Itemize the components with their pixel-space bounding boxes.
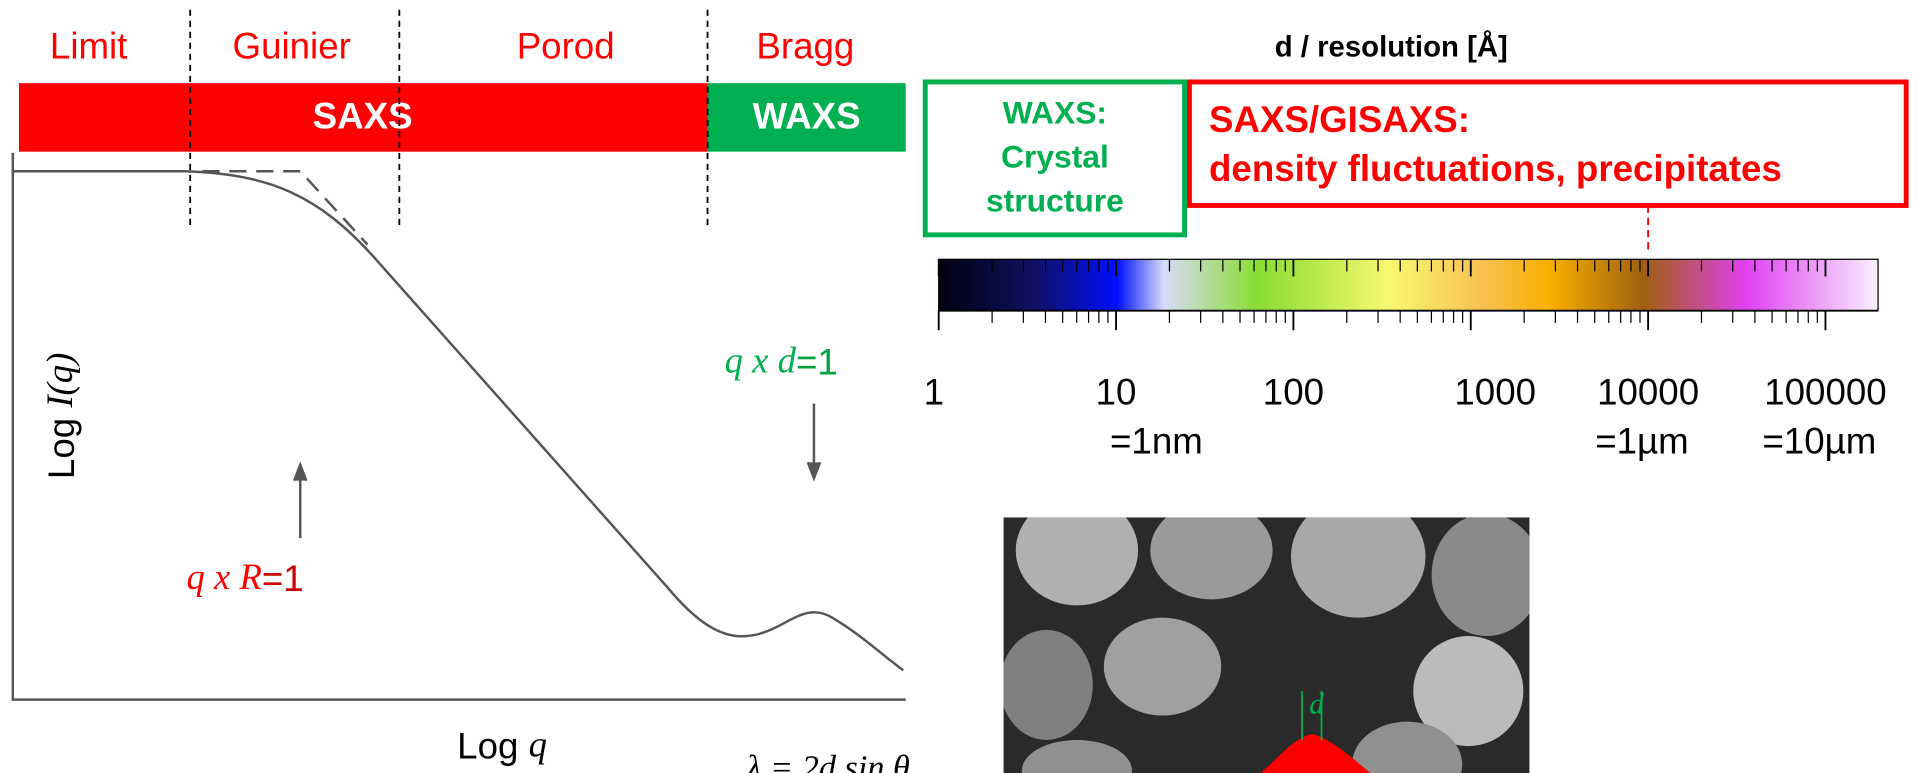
scale-label: 100 (1263, 372, 1324, 413)
scale-title: d / resolution [Å] (1275, 31, 1508, 64)
y-axis-label: Log I(q) (40, 353, 82, 479)
scale-label: 1000 (1454, 372, 1536, 413)
annotation: q x R=1 (187, 556, 304, 598)
page: {"regions": ["Limit", "Guinier", "Porod"… (0, 0, 1919, 773)
scale-label: 10000 (1597, 372, 1699, 413)
region-label: Limit (50, 26, 127, 67)
region-label: Guinier (233, 26, 351, 67)
scale-label: 1 (924, 372, 944, 413)
x-axis-label: Log q (457, 724, 547, 766)
scale-sublabel: =1nm (1110, 421, 1203, 462)
box-text: WAXS: (1003, 94, 1107, 130)
bar-label: SAXS (313, 95, 413, 136)
region-label: Bragg (756, 26, 854, 67)
box-text: SAXS/GISAXS: (1209, 99, 1470, 140)
micrograph (1000, 495, 1542, 773)
scale-sublabel: =10µm (1762, 421, 1876, 462)
box-text: Crystal (1001, 138, 1109, 174)
scale-sublabel: =1µm (1595, 421, 1689, 462)
box-text: density fluctuations, precipitates (1209, 148, 1782, 189)
box-text: structure (986, 182, 1124, 218)
formula: λ = 2d sin θ (746, 748, 910, 773)
slide: Limit Guinier Porod Bragg SAXS WAXS Log … (0, 0, 1919, 773)
scale-label: 10 (1096, 372, 1137, 413)
plot (13, 153, 906, 700)
bar-label: WAXS (753, 95, 861, 136)
colorbar (939, 259, 1878, 310)
scale-label: 100000 (1764, 372, 1886, 413)
image-label: d (1309, 689, 1324, 721)
annotation: q x d=1 (725, 340, 838, 382)
region-label: Porod (517, 26, 615, 67)
